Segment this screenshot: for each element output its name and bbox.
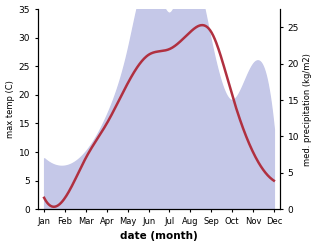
Y-axis label: max temp (C): max temp (C) (5, 80, 15, 138)
X-axis label: date (month): date (month) (120, 231, 198, 242)
Y-axis label: med. precipitation (kg/m2): med. precipitation (kg/m2) (303, 53, 313, 165)
